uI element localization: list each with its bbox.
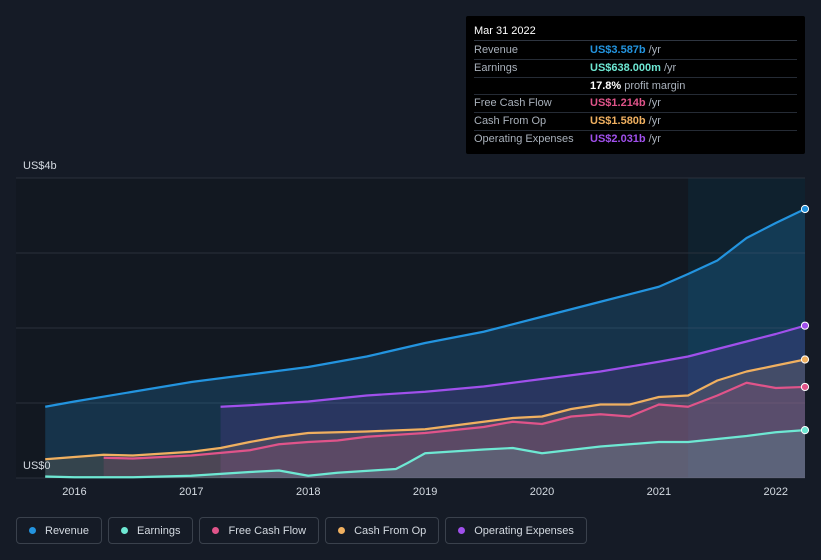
legend-dot-icon — [338, 527, 346, 534]
tooltip-row-unit: /yr — [648, 115, 661, 128]
tooltip-row-unit: /yr — [648, 132, 661, 145]
legend: Revenue Earnings Free Cash Flow Cash From O… — [16, 517, 593, 546]
y-axis-top-label: US$4b — [23, 160, 57, 172]
tooltip-row: 17.8% profit margin — [474, 78, 797, 96]
legend-item[interactable]: Earnings — [108, 517, 194, 544]
tooltip-row-value: US$638.000m — [590, 61, 661, 74]
legend-item[interactable]: Operating Expenses — [445, 517, 587, 544]
legend-label: Earnings — [137, 524, 181, 537]
tooltip-date: Mar 31 2022 — [474, 24, 797, 41]
tooltip-row: Free Cash Flow US$1.214b/yr — [474, 95, 797, 114]
tooltip-row-label: Free Cash Flow — [474, 97, 552, 110]
series-line — [220, 324, 806, 408]
tooltip-row: Operating Expenses US$2.031b/yr — [474, 131, 797, 148]
series-end-point — [800, 382, 810, 392]
legend-label: Revenue — [45, 524, 90, 537]
legend-item[interactable]: Revenue — [16, 517, 103, 544]
chart-area: 2016 2017 2018 2019 2020 2021 2022 — [16, 177, 810, 498]
tooltip-row-unit: profit margin — [624, 79, 686, 92]
tooltip: Mar 31 2022 Revenue US$3.587b/yr Earnings U… — [466, 16, 805, 154]
tooltip-row-value: US$3.587b — [590, 44, 646, 56]
series-end-point — [800, 321, 810, 330]
series-end-point — [800, 426, 810, 435]
series-line — [103, 381, 806, 460]
legend-dot-icon — [121, 527, 129, 534]
tooltip-row-value: US$2.031b — [590, 132, 646, 145]
tooltip-row-unit: /yr — [648, 44, 661, 56]
tooltip-row-label — [474, 78, 590, 95]
series-end-point — [800, 204, 810, 214]
x-tick-label: 2018 — [296, 486, 320, 498]
legend-label: Operating Expenses — [474, 524, 574, 537]
legend-label: Free Cash Flow — [228, 524, 307, 537]
tooltip-row-label: Operating Expenses — [474, 132, 574, 145]
legend-label: Cash From Op — [354, 524, 427, 537]
tooltip-row-label: Earnings — [474, 61, 518, 74]
legend-dot-icon — [212, 527, 220, 534]
x-tick-label: 2016 — [62, 486, 86, 498]
tooltip-row-unit: /yr — [648, 97, 661, 110]
x-tick-label: 2022 — [764, 486, 788, 498]
tooltip-row: Revenue US$3.587b/yr — [474, 42, 797, 60]
legend-item[interactable]: Free Cash Flow — [199, 517, 320, 544]
tooltip-row-value: US$1.214b — [590, 97, 646, 110]
tooltip-row: Earnings US$638.000m/yr — [474, 60, 797, 78]
tooltip-row-unit: /yr — [663, 61, 677, 74]
legend-dot-icon — [458, 527, 466, 534]
tooltip-row-value: US$1.580b — [590, 115, 646, 128]
x-tick-label: 2017 — [179, 486, 203, 498]
x-tick-label: 2020 — [530, 486, 554, 498]
series-end-point — [800, 355, 810, 364]
tooltip-row-label: Cash From Op — [474, 115, 547, 128]
y-axis-bottom-label: US$0 — [23, 460, 51, 472]
tooltip-row: Cash From Op US$1.580b/yr — [474, 113, 797, 131]
series-line — [45, 429, 806, 479]
series-line — [45, 358, 806, 461]
series-area — [220, 325, 806, 478]
x-tick-label: 2021 — [647, 486, 671, 498]
legend-dot-icon — [29, 527, 36, 534]
series-line — [45, 207, 806, 408]
x-tick-label: 2019 — [413, 486, 437, 498]
tooltip-row-value: 17.8% — [590, 79, 622, 92]
series-area — [45, 359, 805, 478]
legend-item[interactable]: Cash From Op — [325, 517, 440, 544]
tooltip-row-label: Revenue — [474, 44, 519, 56]
